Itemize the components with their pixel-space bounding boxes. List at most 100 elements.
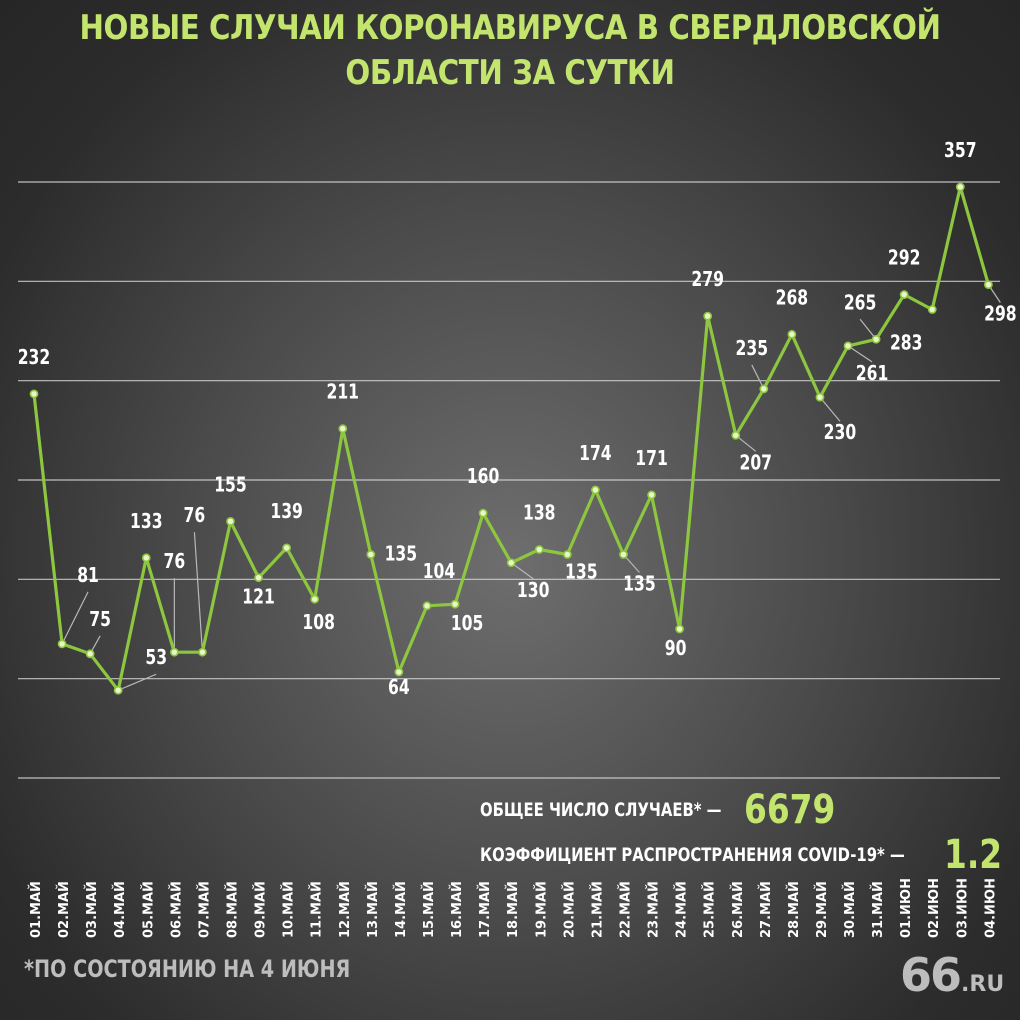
data-point: [759, 384, 769, 394]
label-leader: [847, 345, 873, 363]
x-tick-label: 04.МАЙ: [112, 881, 128, 938]
x-tick-label: 05.МАЙ: [140, 881, 156, 938]
data-point: [534, 545, 544, 554]
data-label: 64: [388, 676, 410, 699]
spread-coefficient-value: 1.2: [944, 832, 1003, 878]
data-point: [478, 508, 488, 518]
data-point: [983, 280, 993, 290]
data-point: [899, 290, 909, 299]
x-tick-label: 27.МАЙ: [758, 881, 774, 938]
x-tick-label: 14.МАЙ: [393, 881, 409, 938]
data-label: 135: [565, 561, 598, 584]
data-label: 232: [18, 346, 51, 369]
data-label: 174: [579, 442, 612, 465]
data-point: [675, 624, 685, 634]
data-label: 268: [776, 286, 809, 309]
x-tick-label: 10.МАЙ: [281, 881, 297, 938]
x-tick-label: 12.МАЙ: [337, 881, 353, 938]
x-tick-label: 04.ИЮН: [983, 878, 998, 938]
data-point: [310, 594, 320, 604]
data-point: [169, 647, 179, 657]
data-point: [338, 424, 348, 434]
line-chart: 2328175531337676155121139108211135641041…: [18, 139, 1017, 938]
x-tick-label: 30.МАЙ: [842, 881, 858, 938]
data-label: 292: [888, 247, 921, 270]
data-point: [141, 553, 151, 563]
x-tick-label: 25.МАЙ: [702, 881, 718, 938]
data-point: [226, 516, 235, 526]
data-point: [366, 550, 376, 559]
data-label: 53: [145, 646, 167, 669]
data-point: [450, 599, 460, 609]
spread-coefficient: КОЭФФИЦИЕНТ РАСПРОСТРАНЕНИЯ COVID-19* — …: [480, 830, 1015, 880]
data-label: 121: [242, 586, 275, 609]
data-label: 135: [385, 543, 418, 566]
data-label: 105: [451, 612, 484, 635]
label-leader: [819, 396, 841, 422]
data-point: [647, 490, 656, 500]
data-point: [731, 430, 741, 440]
spread-coefficient-label: КОЭФФИЦИЕНТ РАСПРОСТРАНЕНИЯ COVID-19* —: [480, 844, 905, 866]
x-tick-label: 26.МАЙ: [730, 881, 746, 938]
data-label: 81: [77, 564, 99, 587]
data-point: [815, 392, 825, 402]
footnote: *ПО СОСТОЯНИЮ НА 4 ИЮНЯ: [24, 955, 351, 983]
label-leader: [61, 591, 89, 645]
label-leader: [510, 562, 534, 580]
data-point: [422, 601, 432, 611]
data-point: [113, 685, 123, 695]
data-label: 76: [163, 550, 185, 573]
x-axis-ticks: 01.МАЙ 02.МАЙ 03.МАЙ 04.МАЙ 05.МАЙ 06.МАЙ 07.М…: [28, 878, 998, 938]
x-tick-label: 07.МАЙ: [196, 881, 212, 938]
data-point: [787, 329, 797, 339]
label-leader: [193, 532, 204, 653]
data-point: [85, 649, 95, 659]
x-tick-label: 06.МАЙ: [168, 881, 184, 938]
data-label: 261: [856, 362, 889, 385]
data-point: [282, 543, 292, 553]
data-label: 104: [423, 560, 456, 583]
x-tick-label: 08.МАЙ: [224, 881, 240, 938]
x-tick-label: 03.МАЙ: [84, 881, 100, 938]
data-label: 155: [214, 474, 247, 497]
x-tick-label: 20.МАЙ: [561, 881, 577, 938]
data-label: 171: [635, 447, 668, 470]
x-tick-label: 16.МАЙ: [449, 881, 465, 938]
data-point: [29, 389, 39, 399]
x-tick-label: 11.МАЙ: [309, 881, 325, 938]
data-points: [29, 182, 993, 695]
x-tick-label: 15.МАЙ: [421, 881, 437, 938]
x-tick-label: 02.МАЙ: [56, 881, 72, 938]
data-point: [506, 558, 516, 568]
data-label: 265: [844, 291, 877, 314]
data-label: 90: [665, 637, 687, 660]
logo: 66 .RU: [900, 948, 1004, 1002]
x-tick-label: 29.МАЙ: [814, 881, 830, 938]
data-label: 76: [184, 504, 206, 527]
x-tick-label: 17.МАЙ: [477, 881, 493, 938]
total-cases-label: ОБЩЕЕ ЧИСЛО СЛУЧАЕВ* —: [480, 799, 722, 821]
x-tick-label: 19.МАЙ: [533, 881, 549, 938]
data-point: [198, 647, 207, 657]
data-label: 133: [130, 510, 163, 533]
chart-title: НОВЫЕ СЛУЧАИ КОРОНАВИРУСА В СВЕРДЛОВСКОЙ…: [79, 8, 941, 93]
x-tick-label: 13.МАЙ: [365, 881, 381, 938]
x-tick-label: 01.МАЙ: [28, 881, 44, 938]
data-point: [871, 334, 881, 344]
data-label: 138: [523, 502, 556, 525]
data-label: 75: [89, 608, 111, 631]
data-label: 160: [467, 465, 500, 488]
data-label: 139: [270, 500, 303, 523]
data-label: 298: [984, 303, 1017, 326]
data-label: 235: [736, 337, 769, 360]
label-leader: [751, 364, 765, 390]
data-label: 279: [691, 268, 724, 291]
data-point: [703, 311, 713, 321]
data-point: [394, 667, 404, 677]
data-point: [843, 341, 853, 351]
data-point: [955, 182, 965, 192]
data-label: 108: [302, 611, 335, 634]
x-tick-label: 22.МАЙ: [617, 881, 633, 938]
data-label: 130: [517, 579, 550, 602]
data-labels: 2328175531337676155121139108211135641041…: [18, 139, 1017, 699]
